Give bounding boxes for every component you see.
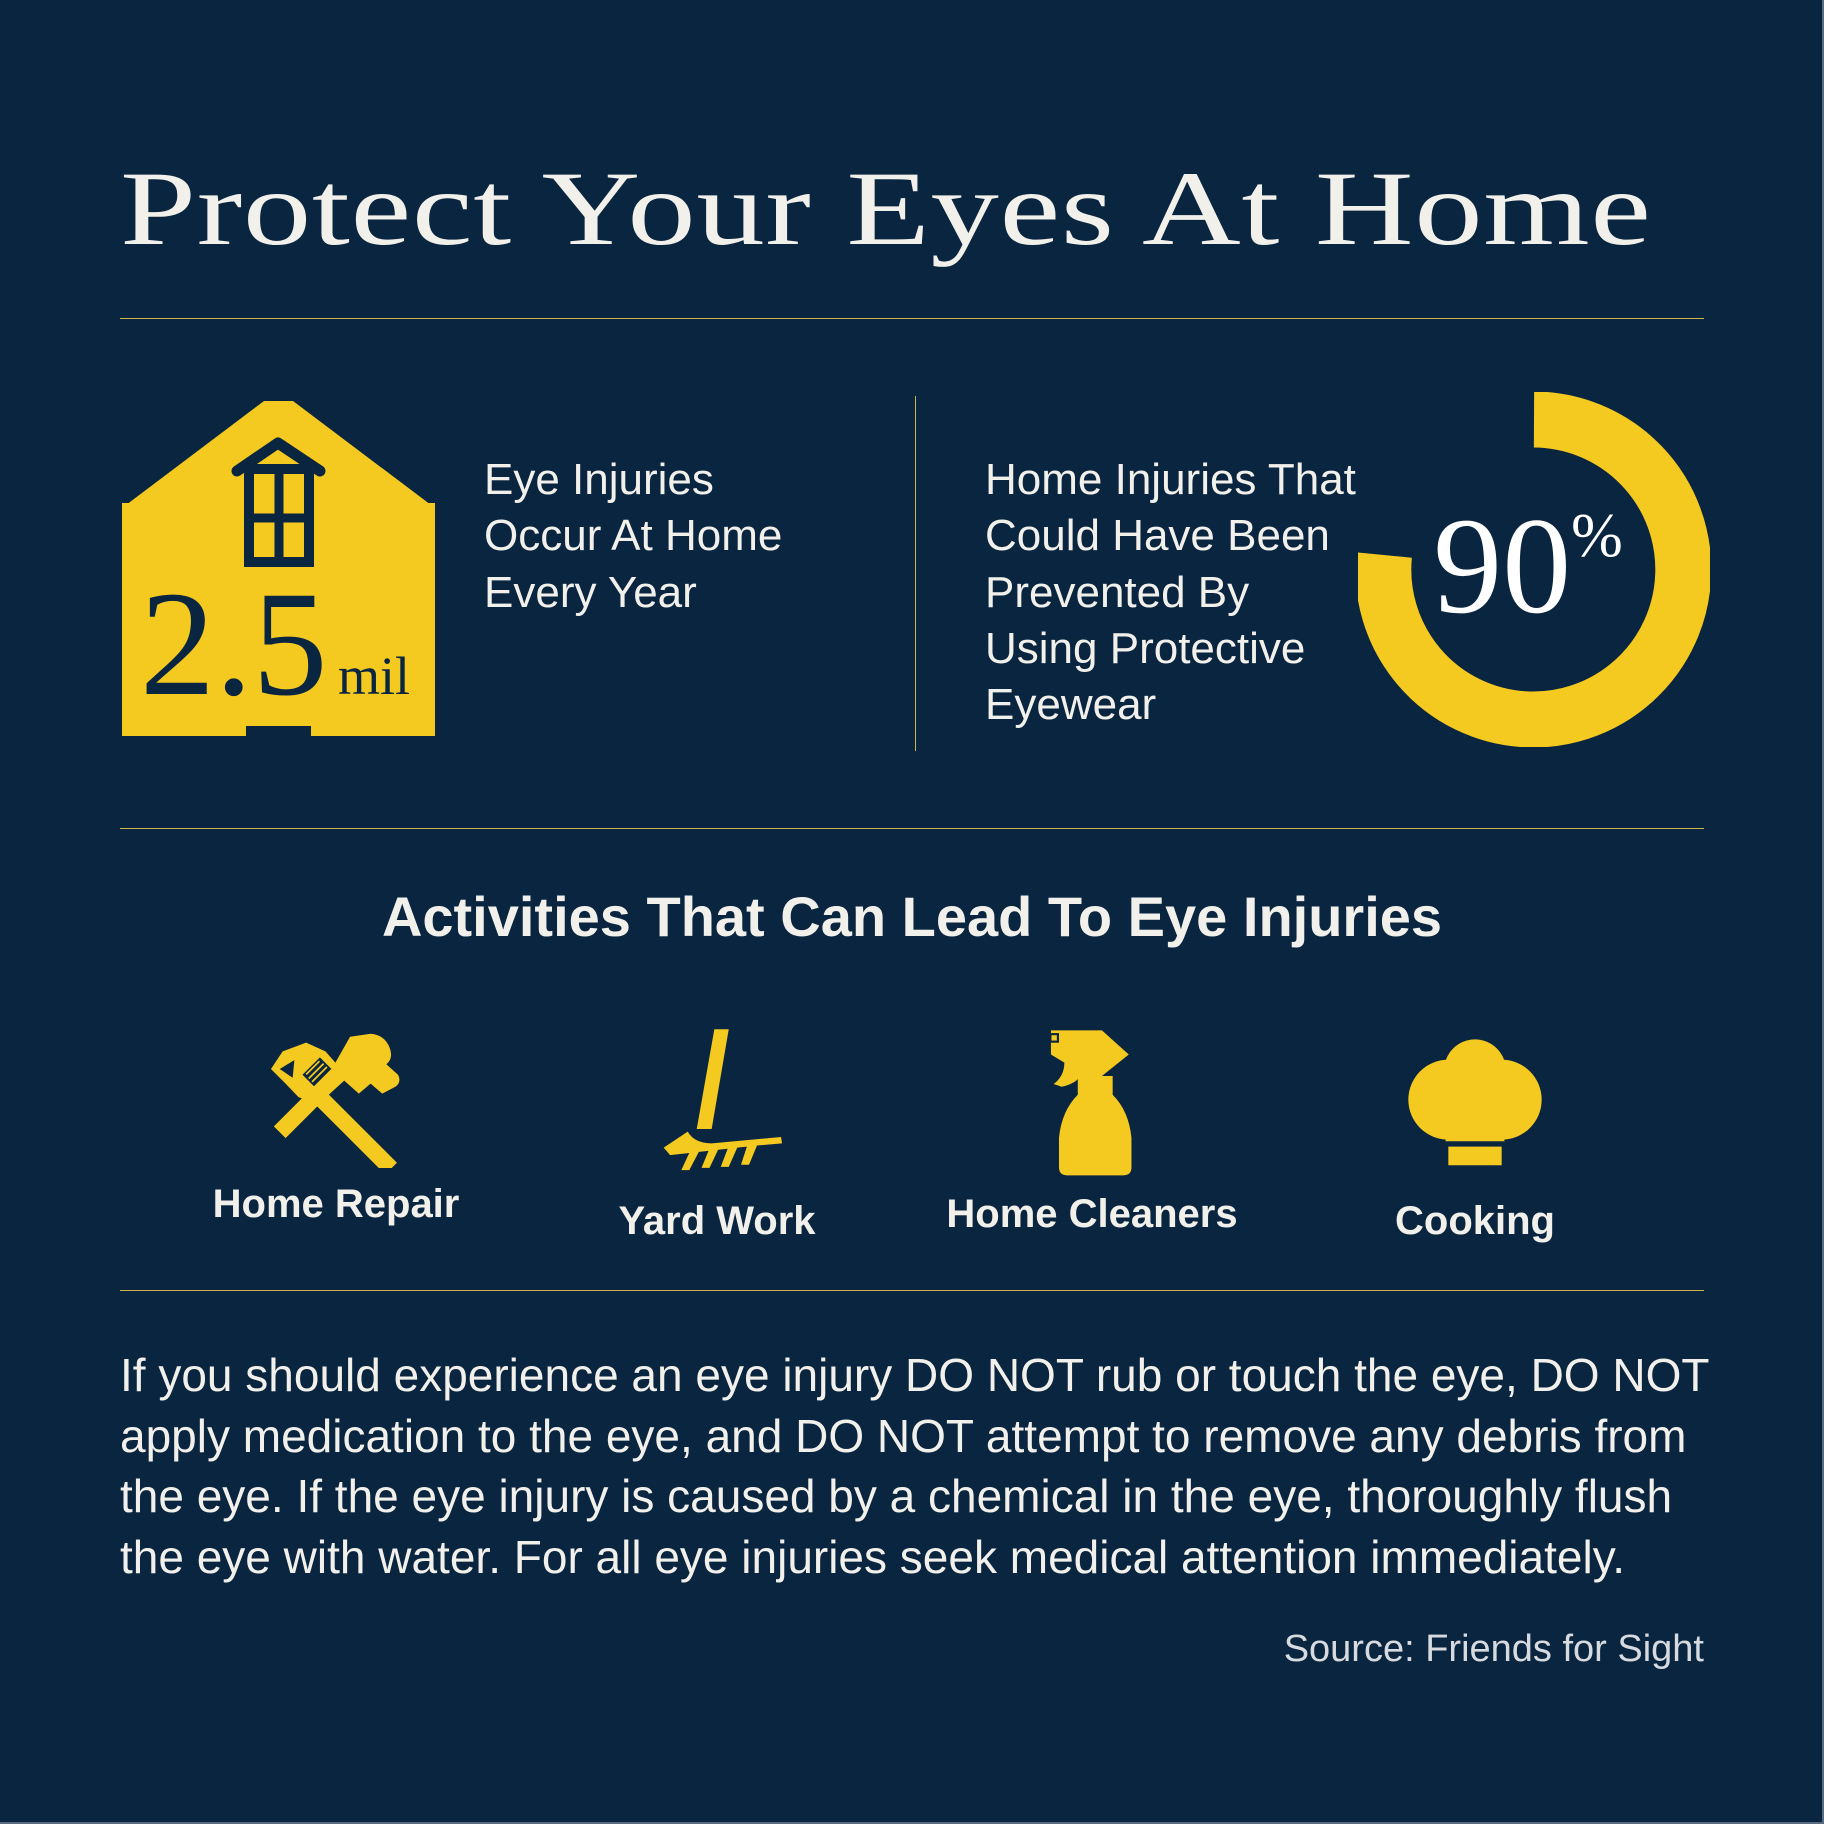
- svg-text:mil: mil: [338, 646, 410, 706]
- svg-text:90%: 90%: [1433, 489, 1623, 642]
- svg-text:2.5: 2.5: [140, 561, 328, 727]
